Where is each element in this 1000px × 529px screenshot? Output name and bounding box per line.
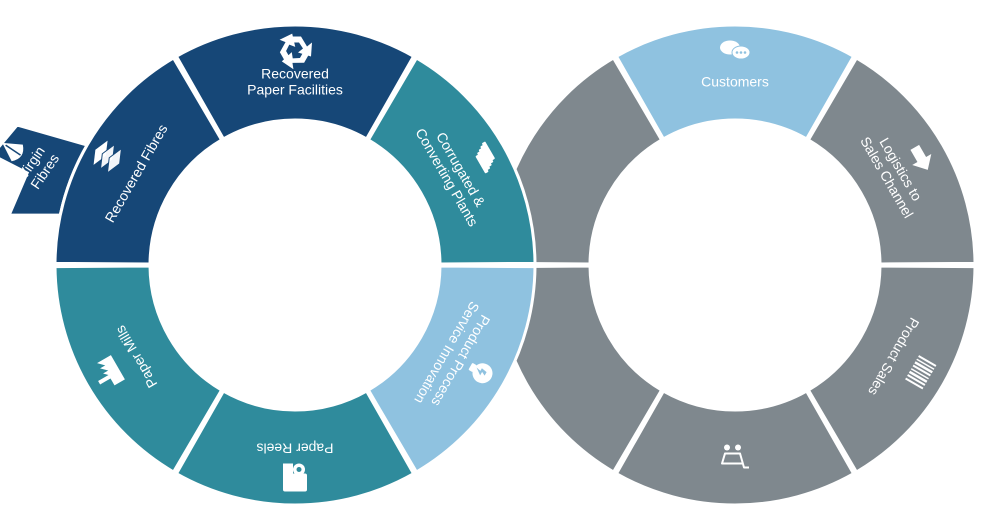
- cart-icon: [0, 0, 13, 13]
- segment-label-recovered-paper-facilities: Recovered: [261, 66, 329, 82]
- infinity-cycle-diagram: VirginFibresCustomersLogistics toSales C…: [0, 0, 1000, 529]
- segment-label2-recovered-paper-facilities: Paper Facilities: [247, 82, 343, 98]
- reel-icon: [283, 464, 307, 492]
- ring: [495, 25, 975, 505]
- segment-label-paper-reels: Paper Reels: [256, 441, 333, 457]
- segment-label-customers: Customers: [701, 74, 769, 90]
